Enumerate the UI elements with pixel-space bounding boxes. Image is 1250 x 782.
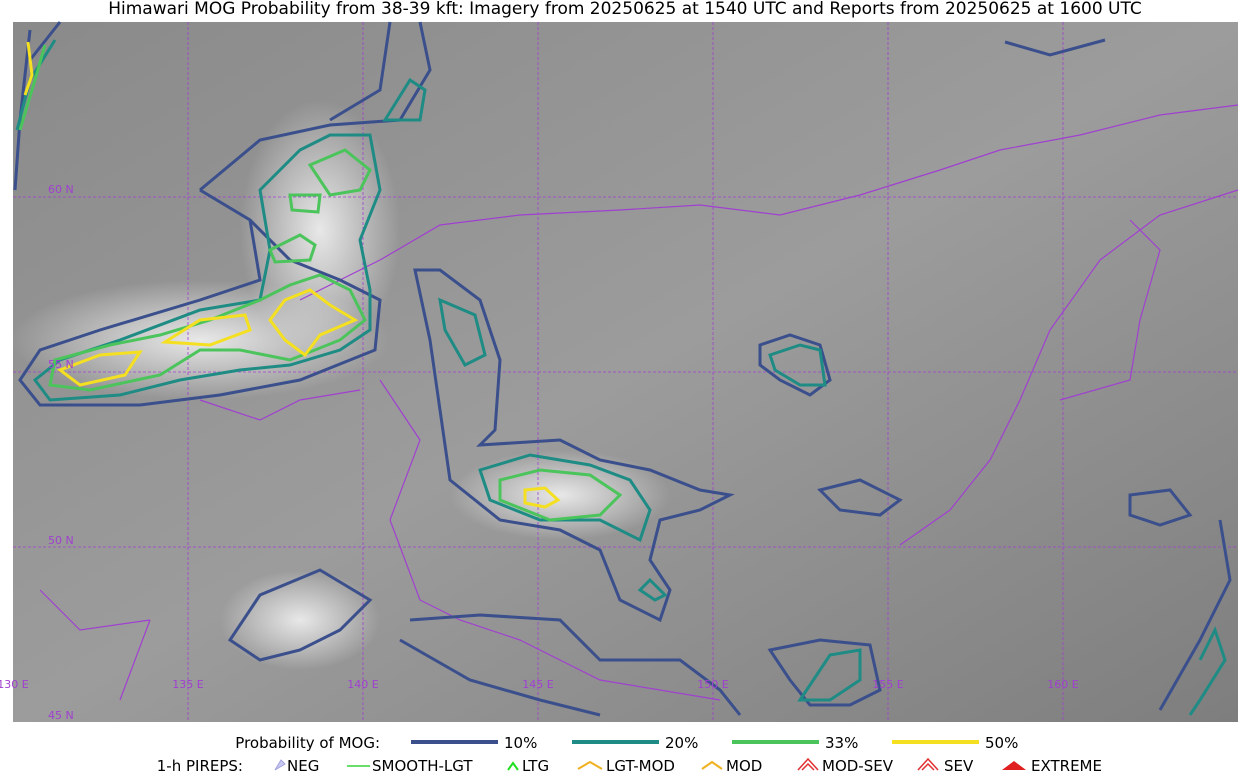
legend-item: 33% — [825, 734, 858, 752]
pirep-icon — [274, 759, 286, 771]
legend-item: SMOOTH-LGT — [372, 757, 473, 775]
contour-10 — [413, 268, 735, 623]
graticule — [13, 22, 1238, 722]
lon-label: 160 E — [1047, 678, 1078, 691]
contour-33 — [18, 44, 623, 522]
lon-label: 135 E — [172, 678, 203, 691]
lat-label: 55 N — [48, 358, 74, 371]
legend-label: Probability of MOG: — [235, 734, 380, 752]
legend-item: 10% — [504, 734, 537, 752]
pirep-icon — [917, 757, 939, 771]
map: 60 N 55 N 50 N 45 N 130 E 135 E 140 E 14… — [0, 21, 1239, 722]
legend-item: 20% — [665, 734, 698, 752]
pirep-icon — [577, 760, 603, 770]
pirep-icon — [507, 761, 519, 771]
lon-label: 155 E — [872, 678, 903, 691]
pirep-icon — [1002, 761, 1026, 770]
contour-20 — [15, 39, 1227, 716]
coastline — [39, 104, 1239, 701]
lon-label: 145 E — [522, 678, 553, 691]
contours — [13, 21, 1232, 717]
title: Himawari MOG Probability from 38-39 kft:… — [108, 0, 1142, 19]
lon-label: 150 E — [697, 678, 728, 691]
legend-item: LGT-MOD — [606, 757, 675, 775]
cloud — [450, 450, 670, 540]
legend-item: SEV — [944, 757, 974, 775]
lat-label: 60 N — [48, 183, 74, 196]
legend-item: MOD-SEV — [822, 757, 894, 775]
legend: Probability of MOG: 10% 20% 33% 50% 1-h … — [157, 734, 1102, 775]
lon-label: 130 E — [0, 678, 29, 691]
lon-label: 140 E — [347, 678, 378, 691]
legend-item: EXTREME — [1031, 757, 1102, 775]
contour-10 — [399, 613, 742, 717]
legend-item: MOD — [726, 757, 762, 775]
legend-label: 1-h PIREPS: — [157, 757, 243, 775]
lat-label: 45 N — [48, 709, 74, 722]
contour-50 — [23, 41, 561, 509]
contour-10 — [227, 38, 1232, 711]
pirep-icon — [701, 760, 723, 770]
legend-item: 50% — [985, 734, 1018, 752]
cloud — [240, 100, 400, 360]
pirep-icon — [797, 757, 819, 771]
lat-label: 50 N — [48, 534, 74, 547]
contour-20 — [32, 77, 487, 402]
legend-item: NEG — [287, 757, 319, 775]
legend-item: LTG — [522, 757, 549, 775]
